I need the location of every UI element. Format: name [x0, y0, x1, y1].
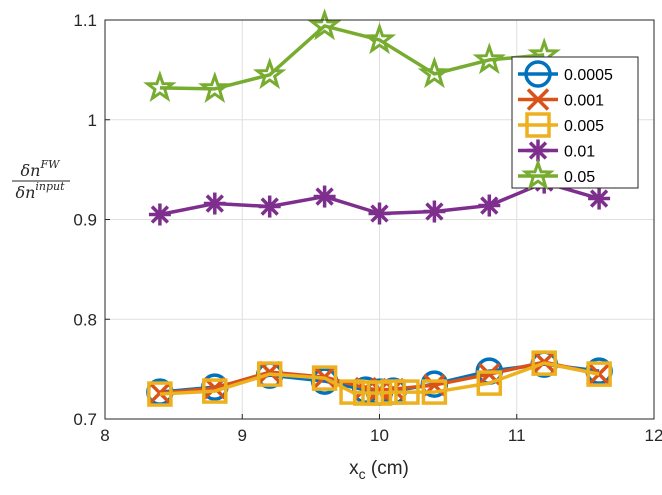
y-tick-label: 0.9	[73, 211, 97, 230]
y-axis-label: δnFW δninput	[12, 158, 70, 202]
data-point	[148, 203, 171, 226]
data-point	[366, 380, 393, 406]
legend-box	[511, 56, 639, 189]
y-label-den-base: δn	[15, 183, 35, 202]
data-point	[476, 370, 503, 396]
x-tick-label: 11	[508, 426, 526, 445]
x-axis-label: xc (cm)	[349, 458, 409, 482]
legend-marker	[527, 139, 549, 162]
data-point	[423, 200, 446, 223]
legend-marker	[526, 88, 550, 111]
data-point	[531, 350, 557, 376]
legend-marker	[525, 112, 551, 138]
y-tick-label: 0.7	[73, 410, 97, 429]
series-pentagram	[143, 8, 561, 104]
data-point	[311, 365, 338, 391]
data-point	[586, 361, 612, 387]
legend-entry: 0.05	[518, 158, 595, 191]
x-tick-label: 9	[238, 426, 247, 445]
legend: 0.0005 0.001 0.005 0.01 0.05	[511, 56, 639, 191]
legend-entry: 0.0005	[518, 60, 613, 88]
legend-label: 0.0005	[564, 67, 613, 84]
series-asterisk	[148, 171, 611, 226]
series-line	[159, 361, 600, 396]
x-axis-label-unit: (cm)	[366, 458, 409, 479]
data-point	[252, 57, 287, 90]
data-point	[143, 70, 177, 103]
legend-label: 0.005	[564, 118, 604, 135]
legend-label: 0.05	[564, 169, 595, 186]
data-point	[202, 378, 228, 404]
x-axis-label-main: x	[349, 458, 359, 479]
data-point	[256, 361, 283, 387]
data-point	[353, 380, 379, 406]
series-layer	[143, 8, 613, 407]
x-tick-label: 8	[100, 426, 109, 445]
data-point	[339, 379, 365, 405]
y-tick-label: 1.1	[73, 11, 97, 30]
y-label-num-base: δn	[21, 161, 41, 180]
x-axis-label-subscript: c	[359, 466, 366, 482]
y-label-num-sup: FW	[39, 158, 61, 171]
y-axis-ticks: 0.7 0.8 0.9 1 1.1	[73, 11, 110, 429]
data-point	[380, 379, 406, 405]
x-tick-label: 12	[645, 426, 662, 445]
data-point	[478, 194, 501, 217]
legend-entry: 0.005	[518, 112, 604, 138]
data-point	[587, 362, 611, 386]
y-tick-label: 1	[88, 111, 97, 130]
series-square	[147, 350, 612, 407]
data-point	[421, 379, 448, 405]
data-point	[472, 42, 506, 75]
x-axis-ticks: 8 9 10 11 12	[100, 414, 662, 445]
data-point	[147, 381, 173, 407]
legend-label: 0.01	[564, 144, 595, 161]
data-point	[417, 56, 452, 89]
data-point	[588, 187, 611, 210]
data-point	[307, 8, 342, 41]
x-tick-label: 10	[370, 426, 389, 445]
data-point	[198, 71, 232, 104]
data-point	[313, 185, 336, 208]
legend-marker	[521, 158, 555, 191]
data-point	[368, 202, 391, 225]
data-point	[394, 379, 420, 405]
y-tick-label: 0.8	[73, 310, 97, 329]
legend-entry: 0.01	[518, 139, 595, 162]
data-point	[258, 195, 281, 218]
y-axis-label-denominator: δninput	[15, 180, 65, 202]
data-point	[258, 360, 281, 384]
y-label-den-sup: input	[35, 180, 65, 193]
legend-marker	[524, 60, 552, 88]
legend-label: 0.001	[564, 93, 604, 110]
y-axis-label-numerator: δnFW	[21, 158, 62, 180]
data-point	[203, 192, 226, 215]
data-point	[362, 22, 397, 55]
legend-entry: 0.001	[518, 88, 604, 111]
